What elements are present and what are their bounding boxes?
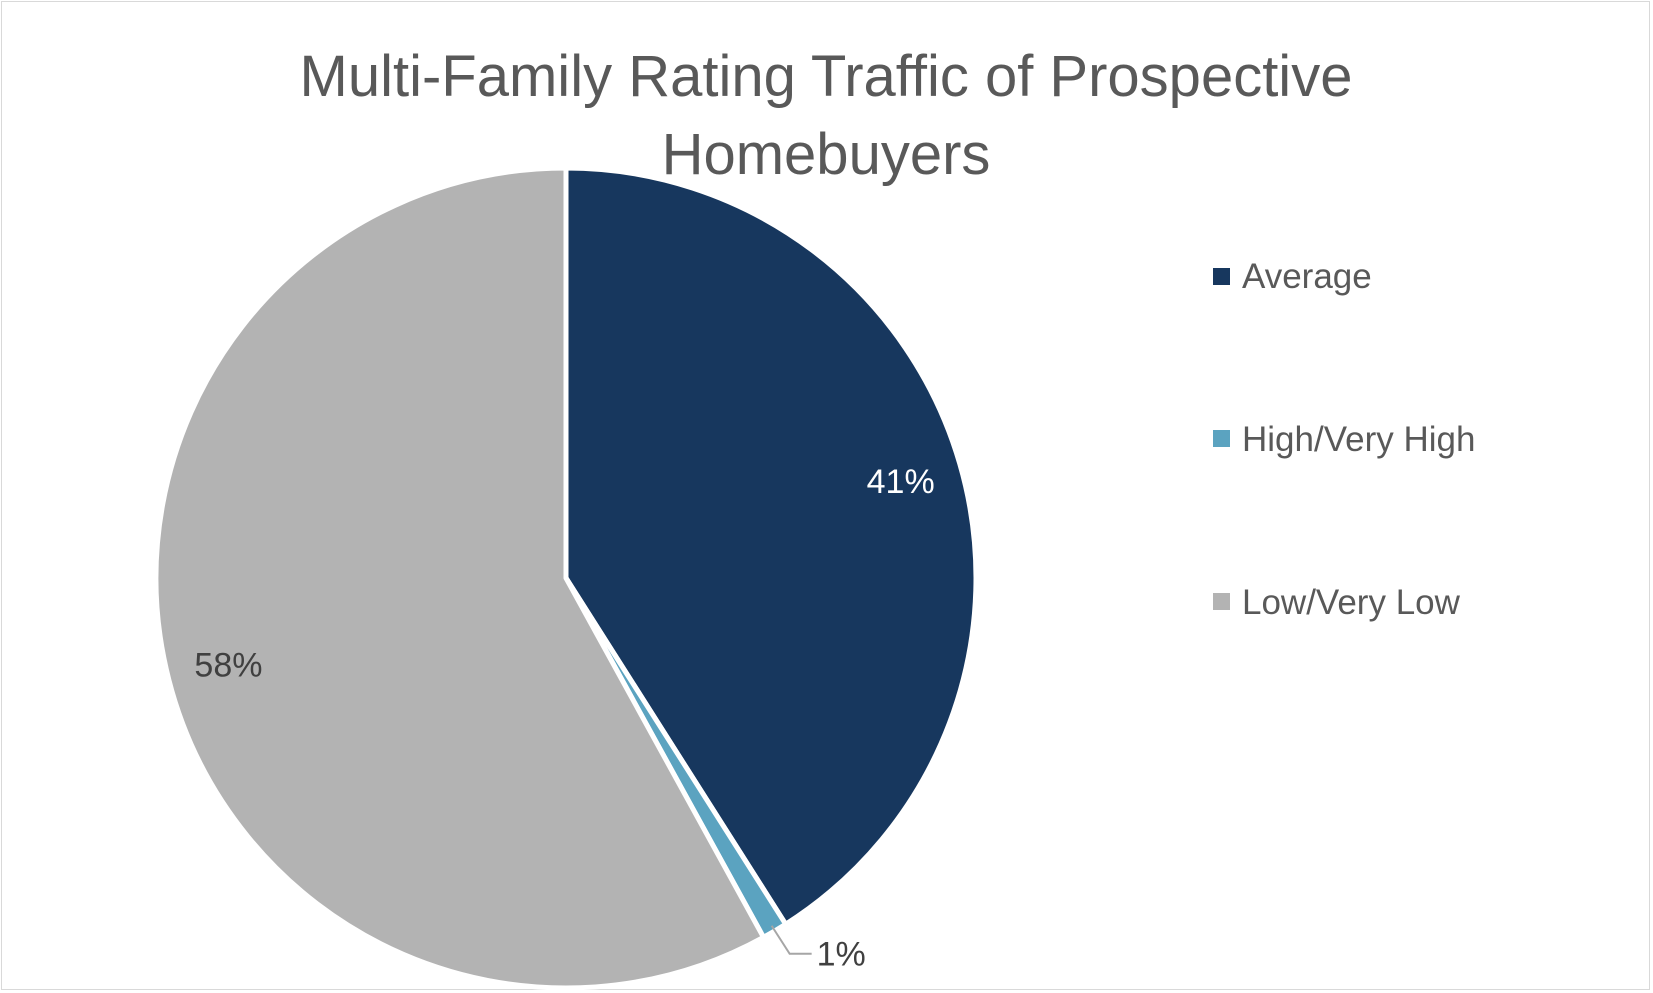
data-label-average: 41% xyxy=(867,463,935,501)
chart-title-line-1: Multi-Family Rating Traffic of Prospecti… xyxy=(300,44,1353,109)
legend: Average High/Very High Low/Very Low xyxy=(1213,257,1475,622)
chart-title-line-2: Homebuyers xyxy=(662,122,991,187)
legend-swatch-high-very-high xyxy=(1213,430,1230,447)
data-label-low-very-low: 58% xyxy=(194,647,262,685)
legend-label-high-very-high: High/Very High xyxy=(1242,420,1475,459)
legend-swatch-low-very-low xyxy=(1213,593,1230,610)
pie-slices xyxy=(153,165,979,991)
legend-label-low-very-low: Low/Very Low xyxy=(1242,583,1461,622)
leader-line-high-very-high xyxy=(770,925,812,955)
legend-swatch-average xyxy=(1213,268,1230,285)
pie-data-labels: 41% 1% 58% xyxy=(194,463,934,974)
legend-label-average: Average xyxy=(1242,257,1372,296)
pie-slice-low-very-low xyxy=(153,165,767,991)
data-label-high-very-high: 1% xyxy=(817,936,866,974)
